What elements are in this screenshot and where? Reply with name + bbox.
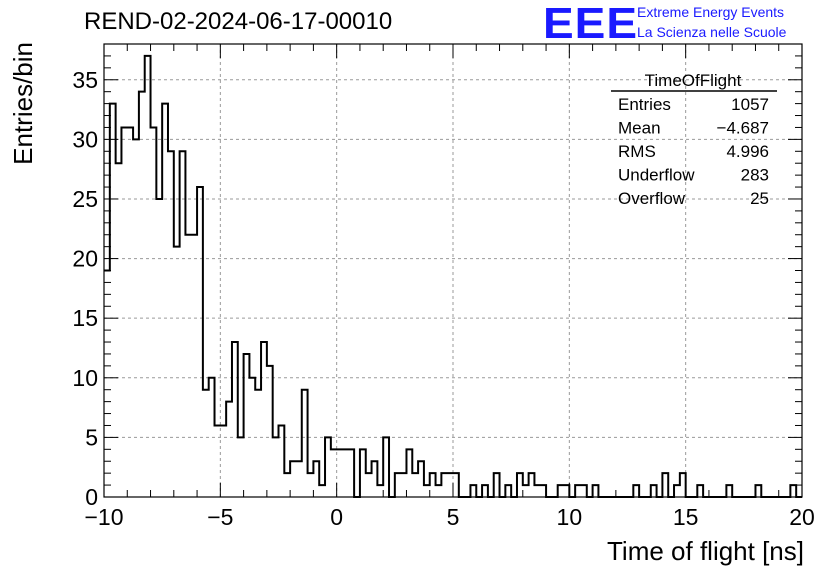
- stats-title: TimeOfFlight: [645, 71, 742, 90]
- x-tick-label: 15: [673, 504, 699, 530]
- logo-line-1: Extreme Energy Events: [637, 4, 785, 20]
- x-tick-label: 20: [789, 504, 815, 530]
- x-tick-label: −5: [207, 504, 233, 530]
- stats-label: Mean: [618, 119, 661, 138]
- y-tick-label: 5: [85, 424, 98, 450]
- x-tick-label: 10: [557, 504, 583, 530]
- y-tick-label: 30: [72, 126, 98, 152]
- x-tick-label: 5: [447, 504, 460, 530]
- y-axis-label: Entries/bin: [8, 42, 38, 165]
- y-tick-label: 35: [72, 67, 98, 93]
- stats-label: Entries: [618, 95, 671, 114]
- stats-value: 4.996: [726, 142, 769, 161]
- histogram-line: [104, 54, 802, 498]
- eee-logo: EEE: [543, 0, 639, 48]
- y-tick-label: 25: [72, 186, 98, 212]
- tick-label-layer: −10 −5 0 5 10 15 20 0 5 10 15 20 25 30 35: [72, 67, 814, 530]
- y-tick-label: 0: [85, 484, 98, 510]
- logo-line-2: La Scienza nelle Scuole: [637, 24, 787, 40]
- stats-value: 1057: [731, 95, 769, 114]
- y-tick-label: 20: [72, 246, 98, 272]
- stats-label: RMS: [618, 142, 656, 161]
- stats-box: TimeOfFlight Entries 1057 Mean −4.687 RMS 4.9…: [611, 71, 777, 208]
- grid-layer: [104, 44, 802, 497]
- run-title: REND-02-2024-06-17-00010: [84, 8, 393, 35]
- stats-rows: Entries 1057 Mean −4.687 RMS 4.996 Underflow 28…: [618, 95, 769, 208]
- y-tick-label: 15: [72, 305, 98, 331]
- stats-label: Overflow: [618, 189, 686, 208]
- x-tick-label: 0: [330, 504, 343, 530]
- stats-label: Underflow: [618, 166, 695, 185]
- stats-value: −4.687: [717, 119, 769, 138]
- tick-layer: [103, 43, 803, 498]
- histogram-layer: [104, 54, 802, 498]
- stats-value: 25: [750, 189, 769, 208]
- x-axis-label: Time of flight [ns]: [607, 536, 804, 566]
- stats-value: 283: [741, 166, 769, 185]
- y-tick-label: 10: [72, 365, 98, 391]
- x-tick-label: −10: [84, 504, 123, 530]
